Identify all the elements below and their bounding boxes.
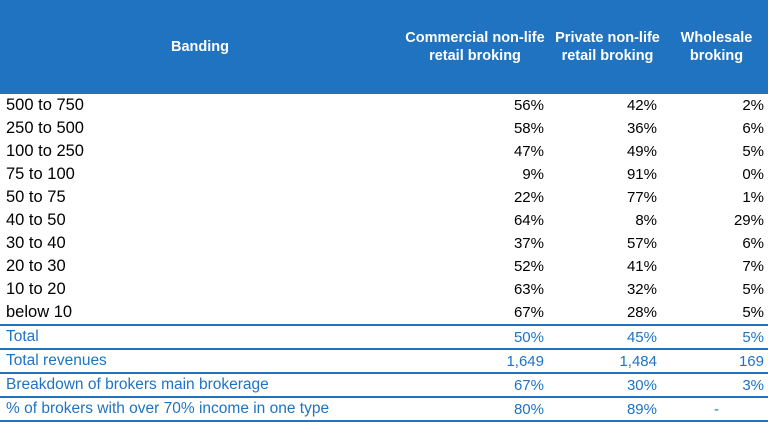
row-banding: 10 to 20 (6, 280, 66, 298)
row-private: 28% (626, 304, 657, 321)
row-private: 32% (626, 281, 657, 298)
summary-private: 1,484 (550, 348, 665, 373)
row-private: 77% (626, 189, 657, 206)
header-private: Private non-life retail broking (550, 0, 665, 94)
row-commercial: 58% (513, 120, 544, 137)
row-commercial: 63% (513, 281, 544, 298)
summary-wholesale: - (665, 396, 768, 422)
table-row: 500 to 750 56% 42% 2% (0, 94, 768, 117)
row-banding: 500 to 750 (6, 96, 84, 114)
row-wholesale: 5% (742, 281, 764, 298)
summary-private: 45% (550, 324, 665, 349)
summary-label: Total (0, 324, 400, 349)
summary-row-over-70-percent: % of brokers with over 70% income in one… (0, 396, 768, 422)
summary-wholesale: 3% (665, 372, 768, 397)
row-banding: 50 to 75 (6, 188, 66, 206)
summary-label: Total revenues (0, 348, 400, 373)
header-row: Banding Commercial non-life retail broki… (0, 0, 768, 94)
row-wholesale: 5% (742, 143, 764, 160)
table-row: 100 to 250 47% 49% 5% (0, 140, 768, 163)
row-banding: 20 to 30 (6, 257, 66, 275)
summary-label: Breakdown of brokers main brokerage (0, 372, 400, 397)
row-commercial: 22% (513, 189, 544, 206)
row-private: 8% (635, 212, 657, 229)
row-banding: 75 to 100 (6, 165, 75, 183)
row-banding: 100 to 250 (6, 142, 84, 160)
row-banding: below 10 (6, 303, 73, 321)
row-commercial: 47% (513, 143, 544, 160)
row-private: 57% (626, 235, 657, 252)
summary-row-total: Total 50% 45% 5% (0, 324, 768, 349)
row-wholesale: 2% (742, 97, 764, 114)
row-commercial: 67% (513, 304, 544, 321)
table-body: 500 to 750 56% 42% 2% 250 to 500 58% 36%… (0, 94, 768, 422)
row-private: 42% (626, 97, 657, 114)
brokerage-banding-table: Banding Commercial non-life retail broki… (0, 0, 768, 422)
table-row: 20 to 30 52% 41% 7% (0, 255, 768, 278)
summary-wholesale: 5% (665, 324, 768, 349)
row-wholesale: 0% (742, 166, 764, 183)
table-row: 30 to 40 37% 57% 6% (0, 232, 768, 255)
row-private: 91% (626, 166, 657, 183)
row-wholesale: 6% (742, 120, 764, 137)
row-private: 49% (626, 143, 657, 160)
header-banding: Banding (0, 0, 400, 94)
summary-private: 30% (550, 372, 665, 397)
row-private: 36% (626, 120, 657, 137)
summary-private: 89% (550, 396, 665, 422)
row-wholesale: 29% (733, 212, 764, 229)
row-wholesale: 7% (742, 258, 764, 275)
row-wholesale: 1% (742, 189, 764, 206)
summary-commercial: 67% (400, 372, 550, 397)
row-commercial: 37% (513, 235, 544, 252)
summary-commercial: 80% (400, 396, 550, 422)
row-commercial: 52% (513, 258, 544, 275)
row-commercial: 9% (522, 166, 544, 183)
table-row: 250 to 500 58% 36% 6% (0, 117, 768, 140)
header-wholesale: Wholesale broking (665, 0, 768, 94)
summary-commercial: 1,649 (400, 348, 550, 373)
header-commercial: Commercial non-life retail broking (400, 0, 550, 94)
row-commercial: 64% (513, 212, 544, 229)
summary-row-breakdown: Breakdown of brokers main brokerage 67% … (0, 372, 768, 397)
row-private: 41% (626, 258, 657, 275)
summary-wholesale: 169 (665, 348, 768, 373)
row-banding: 30 to 40 (6, 234, 66, 252)
summary-row-total-revenues: Total revenues 1,649 1,484 169 (0, 348, 768, 373)
table-row: below 10 67% 28% 5% (0, 301, 768, 325)
row-wholesale: 5% (742, 304, 764, 321)
row-commercial: 56% (513, 97, 544, 114)
row-wholesale: 6% (742, 235, 764, 252)
row-banding: 40 to 50 (6, 211, 66, 229)
table-row: 75 to 100 9% 91% 0% (0, 163, 768, 186)
table-row: 50 to 75 22% 77% 1% (0, 186, 768, 209)
summary-label: % of brokers with over 70% income in one… (0, 396, 400, 422)
table-row: 40 to 50 64% 8% 29% (0, 209, 768, 232)
table-header: Banding Commercial non-life retail broki… (0, 0, 768, 94)
summary-commercial: 50% (400, 324, 550, 349)
row-banding: 250 to 500 (6, 119, 84, 137)
table-row: 10 to 20 63% 32% 5% (0, 278, 768, 301)
